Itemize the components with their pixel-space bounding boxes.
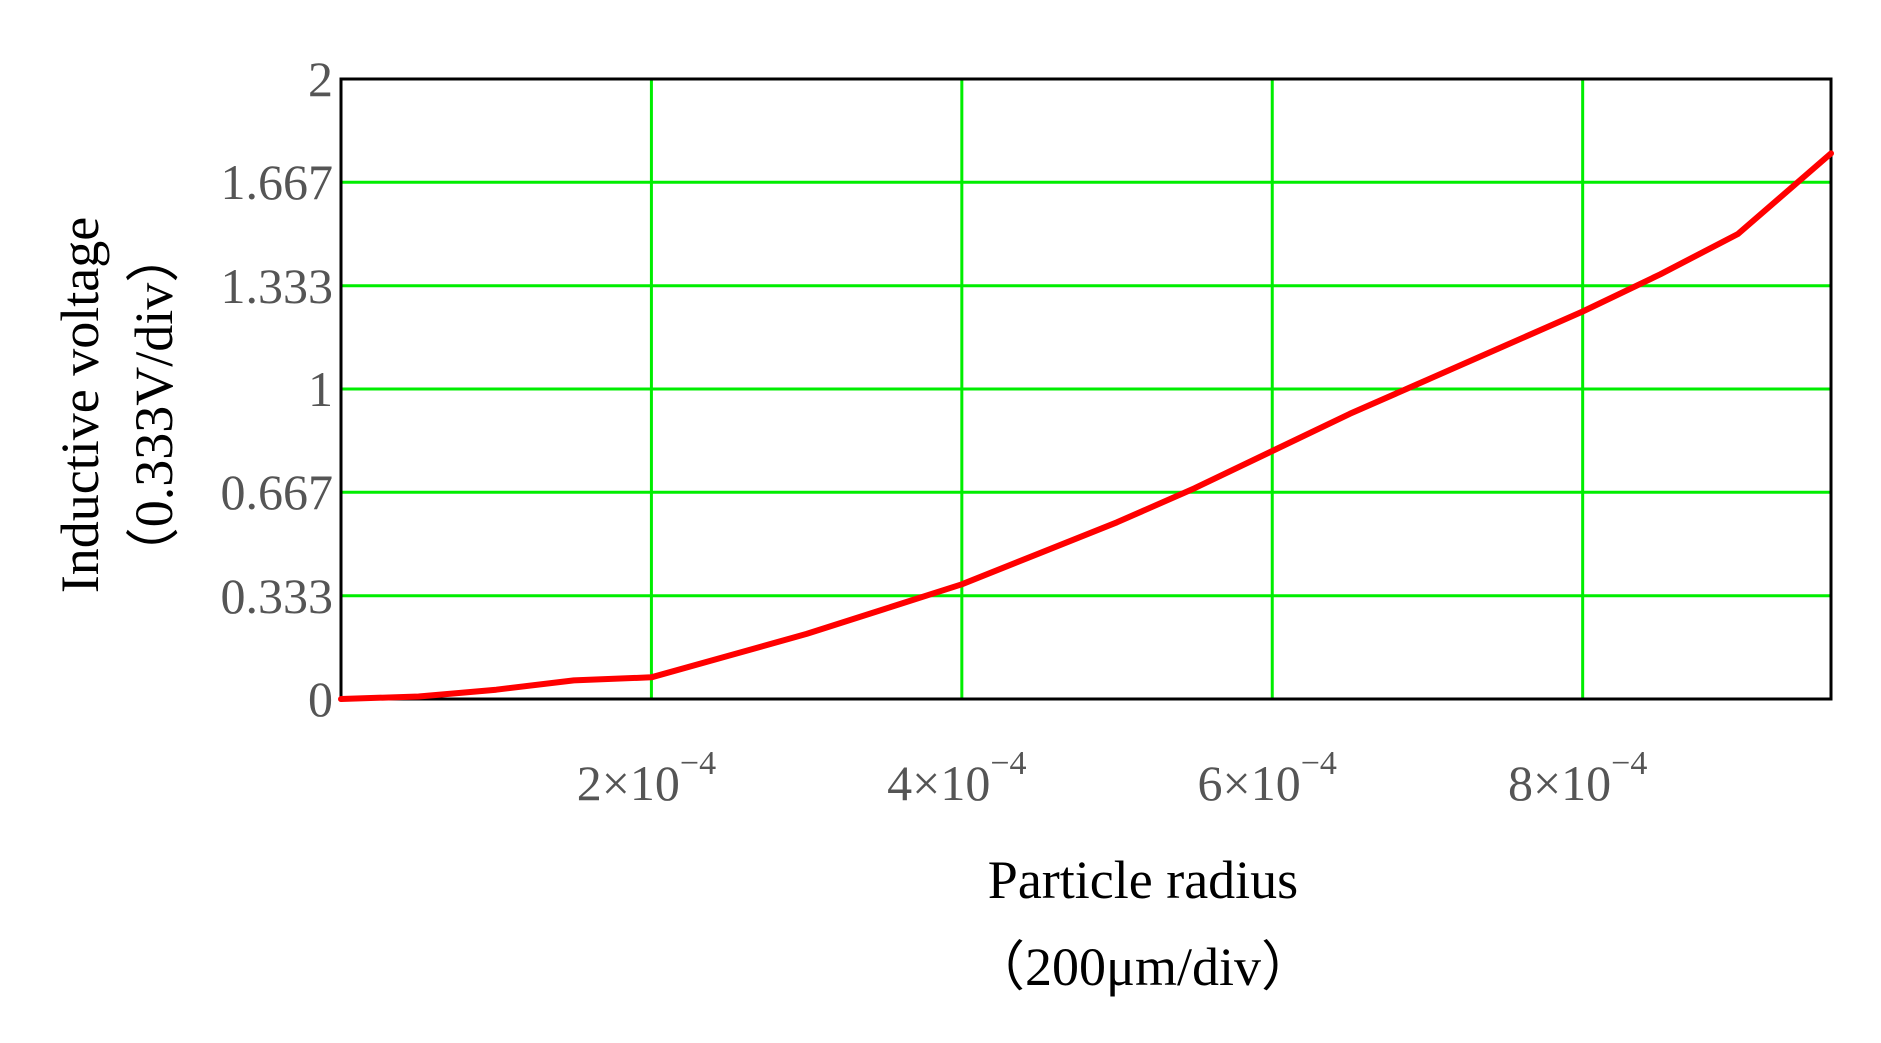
x-tick-labels: 2×10−4 4×10−4 6×10−4 8×10−4 <box>577 745 1648 811</box>
grid <box>341 79 1831 699</box>
x-tick-times: ×10 <box>1223 755 1301 811</box>
y-tick-label: 0.667 <box>221 464 334 520</box>
x-axis-label: Particle radius <box>988 850 1298 910</box>
series-line <box>338 150 1834 702</box>
y-tick-label: 0.333 <box>221 568 334 624</box>
x-tick-times: ×10 <box>602 755 680 811</box>
x-tick-exponent: −4 <box>680 745 716 782</box>
plot-frame <box>339 77 1833 701</box>
y-axis-unit: （0.333V/div） <box>124 229 184 582</box>
x-tick-mantissa: 2 <box>577 755 602 811</box>
x-tick-exponent: −4 <box>1301 745 1337 782</box>
x-tick-times: ×10 <box>1533 755 1611 811</box>
y-axis-label: Inductive voltage <box>50 217 110 593</box>
y-tick-label: 2 <box>308 51 333 107</box>
y-tick-labels: 0 0.333 0.667 1 1.333 1.667 2 <box>221 51 334 727</box>
y-tick-label: 1.333 <box>221 258 334 314</box>
x-tick-mantissa: 8 <box>1508 755 1533 811</box>
x-tick-mantissa: 4 <box>887 755 912 811</box>
x-axis-unit: （200μm/div） <box>971 937 1315 997</box>
x-tick-label: 2×10−4 <box>577 745 716 811</box>
y-tick-label: 1.667 <box>221 154 334 210</box>
y-tick-label: 0 <box>308 671 333 727</box>
x-tick-exponent: −4 <box>1611 745 1647 782</box>
x-tick-label: 8×10−4 <box>1508 745 1647 811</box>
x-tick-label: 6×10−4 <box>1198 745 1337 811</box>
y-tick-label: 1 <box>308 361 333 417</box>
series-layer <box>338 150 1834 702</box>
x-tick-times: ×10 <box>912 755 990 811</box>
x-tick-label: 4×10−4 <box>887 745 1026 811</box>
x-tick-exponent: −4 <box>990 745 1026 782</box>
x-tick-mantissa: 6 <box>1198 755 1223 811</box>
